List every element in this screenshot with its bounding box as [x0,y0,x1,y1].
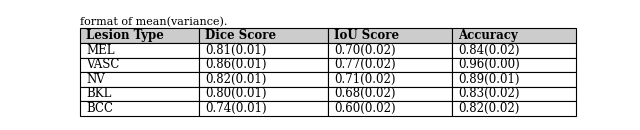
Bar [199,28,328,43]
Text: 0.70(0.02): 0.70(0.02) [334,44,396,57]
Bar [452,28,576,43]
Bar [80,72,199,87]
Bar [80,58,199,72]
Text: 0.86(0.01): 0.86(0.01) [205,58,266,71]
Bar [199,87,328,101]
Text: Lesion Type: Lesion Type [86,29,164,42]
Text: 0.96(0.00): 0.96(0.00) [458,58,520,71]
Text: BKL: BKL [86,87,111,100]
Text: 0.81(0.01): 0.81(0.01) [205,44,266,57]
Bar [80,101,199,116]
Text: 0.74(0.01): 0.74(0.01) [205,102,267,115]
Text: 0.89(0.01): 0.89(0.01) [458,73,520,86]
Bar [452,87,576,101]
Bar [328,43,452,58]
Text: VASC: VASC [86,58,119,71]
Bar [452,101,576,116]
Bar [328,101,452,116]
Bar [199,43,328,58]
Bar [199,72,328,87]
Bar [80,87,199,101]
Text: 0.80(0.01): 0.80(0.01) [205,87,266,100]
Bar [328,72,452,87]
Text: 0.84(0.02): 0.84(0.02) [458,44,520,57]
Text: IoU Score: IoU Score [334,29,399,42]
Text: 0.82(0.02): 0.82(0.02) [458,102,519,115]
Text: Accuracy: Accuracy [458,29,518,42]
Bar [328,58,452,72]
Text: BCC: BCC [86,102,113,115]
Bar [452,72,576,87]
Bar [199,58,328,72]
Text: 0.82(0.01): 0.82(0.01) [205,73,266,86]
Bar [328,87,452,101]
Text: 0.68(0.02): 0.68(0.02) [334,87,396,100]
Bar [452,58,576,72]
Text: MEL: MEL [86,44,115,57]
Text: 0.71(0.02): 0.71(0.02) [334,73,396,86]
Text: 0.83(0.02): 0.83(0.02) [458,87,520,100]
Text: 0.60(0.02): 0.60(0.02) [334,102,396,115]
Text: Dice Score: Dice Score [205,29,276,42]
Text: NV: NV [86,73,105,86]
Bar [199,101,328,116]
Bar [80,28,199,43]
Bar [80,43,199,58]
Bar [328,28,452,43]
Bar [452,43,576,58]
Text: format of mean(variance).: format of mean(variance). [80,17,227,27]
Text: 0.77(0.02): 0.77(0.02) [334,58,396,71]
